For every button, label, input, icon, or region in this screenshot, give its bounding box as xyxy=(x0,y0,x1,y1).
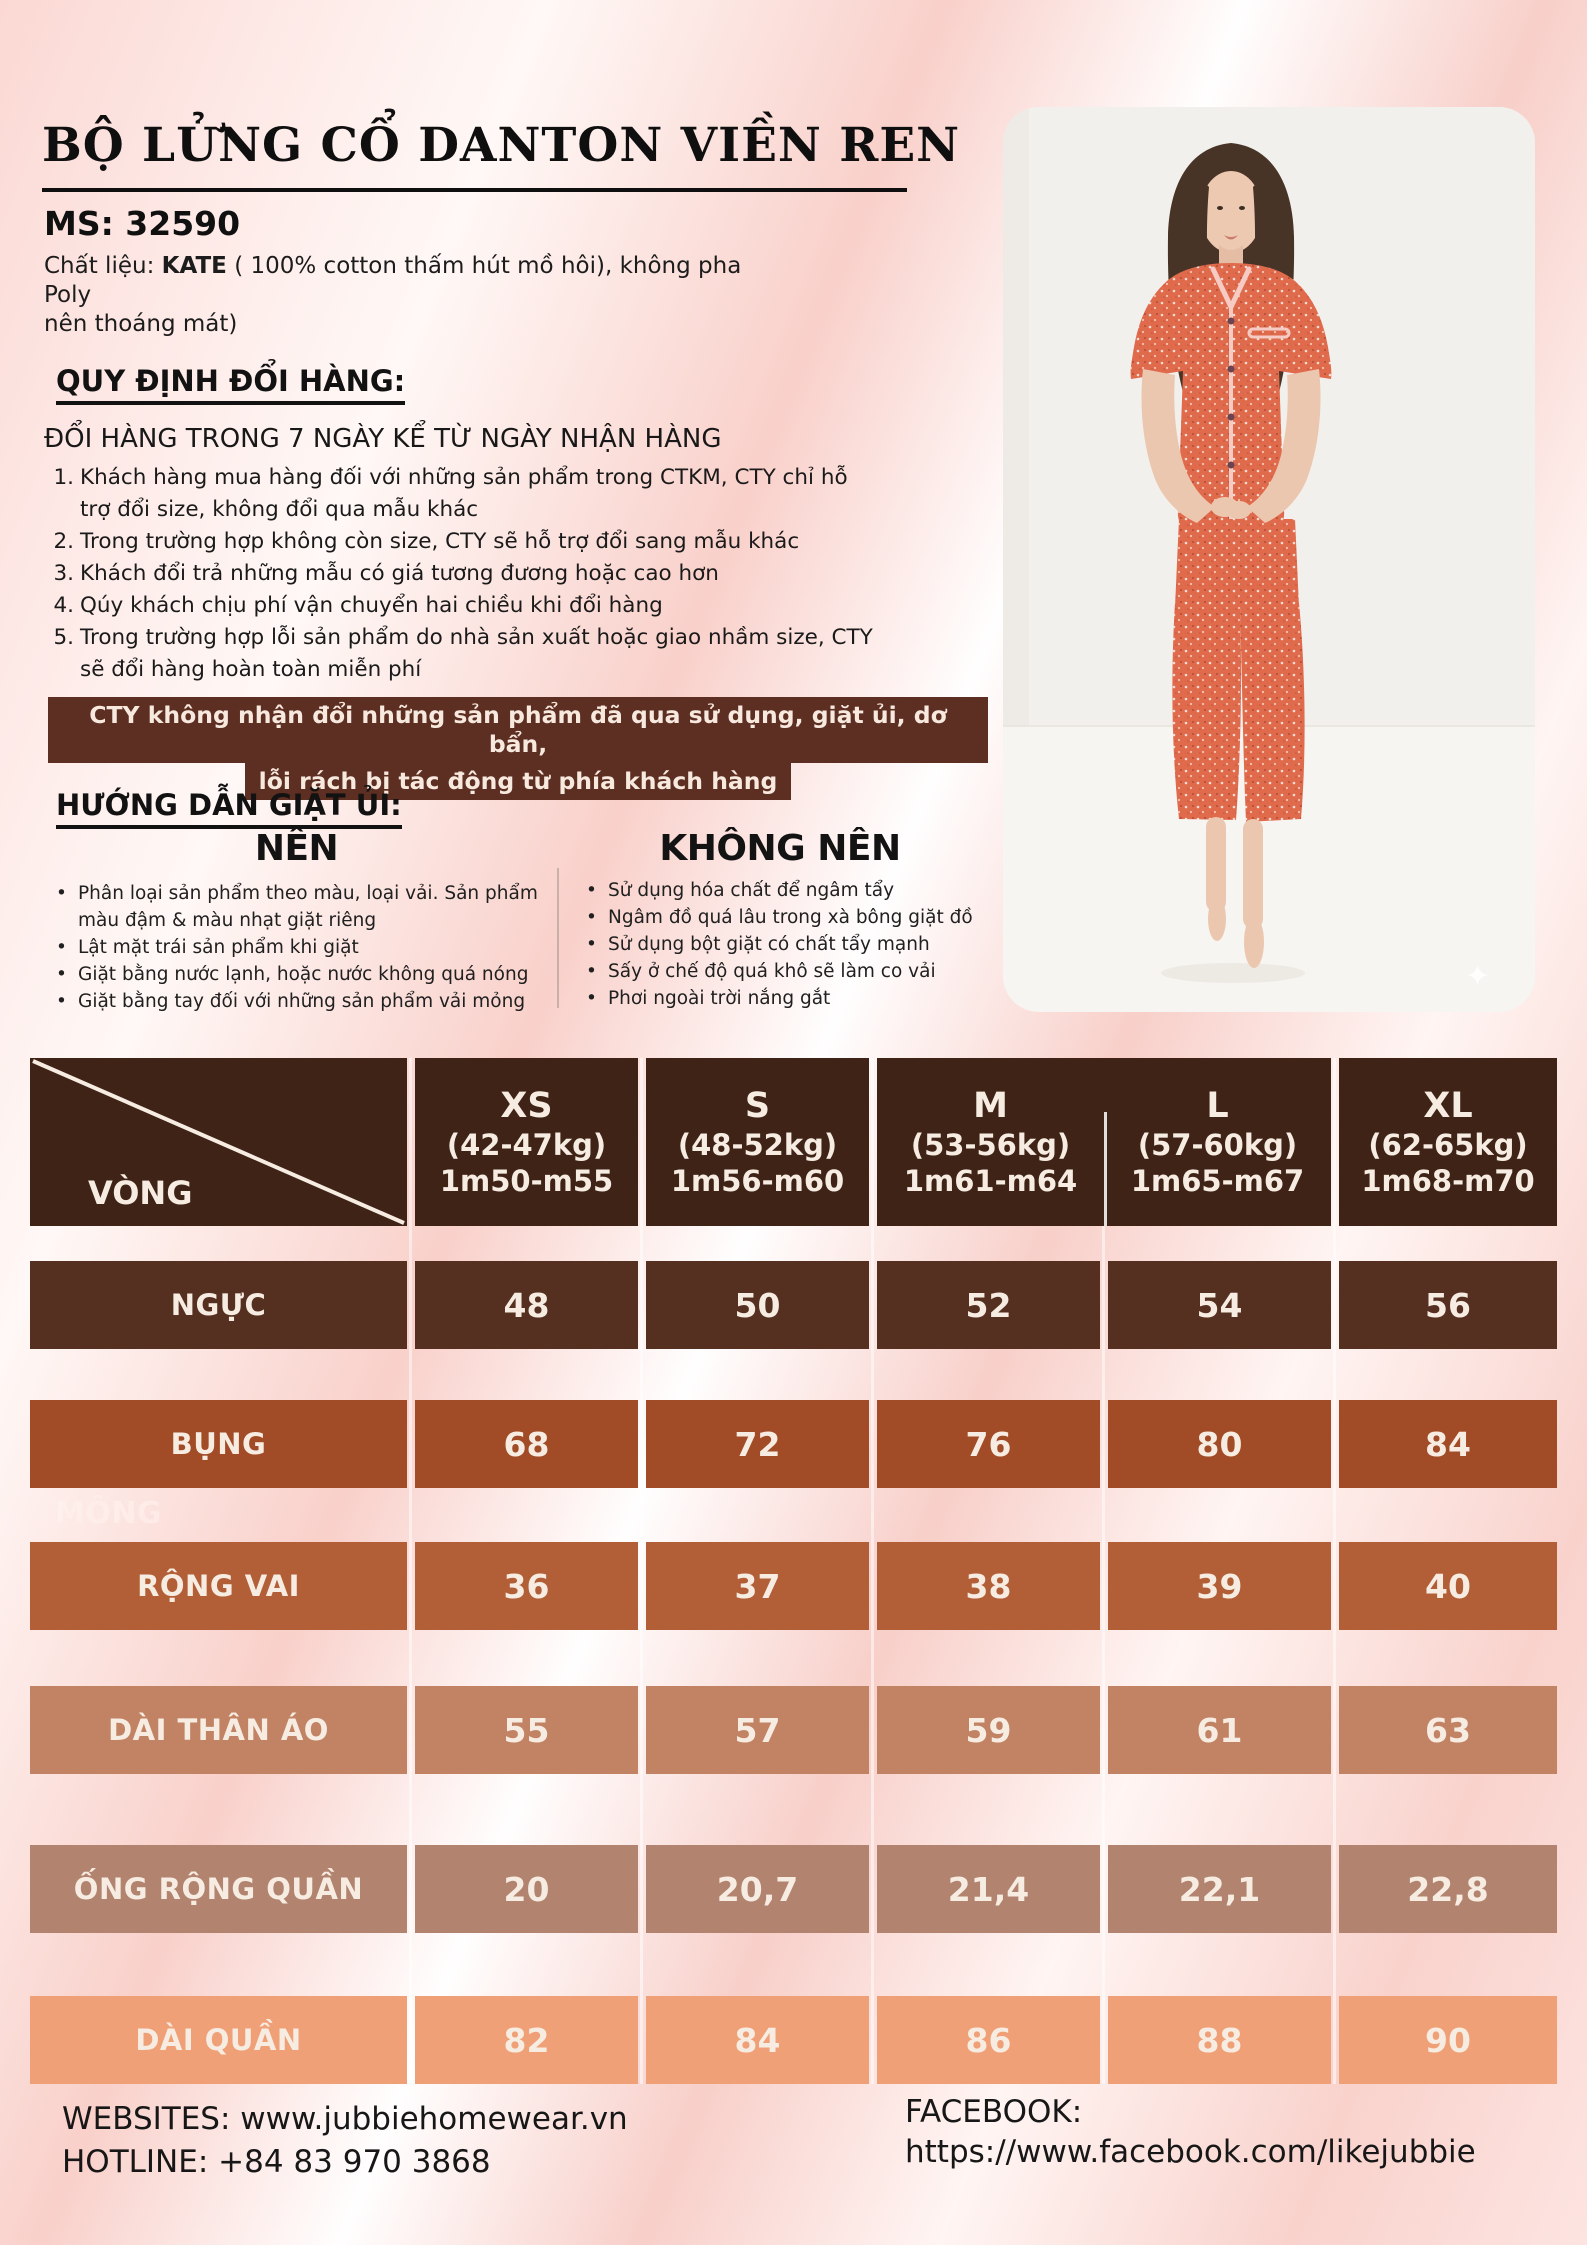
websites-label: WEBSITES: xyxy=(62,2101,241,2137)
table-cell: 90 xyxy=(1339,1996,1557,2084)
table-cell: 59 xyxy=(877,1686,1100,1774)
table-row-label: RỘNG VAI xyxy=(30,1542,407,1630)
table-cell: 36 xyxy=(415,1542,638,1630)
list-item: 4. Qúy khách chịu phí vận chuyển hai chiề… xyxy=(53,593,663,618)
column-header-s: S (48-52kg) 1m56-m60 xyxy=(646,1058,869,1226)
column-header-l: L (57-60kg) 1m65-m67 xyxy=(1130,1086,1305,1198)
page-title: BỘ LỬNG CỔ DANTON VIỀN REN xyxy=(42,118,961,173)
material-info: Chất liệu: KATE ( 100% cotton thấm hút m… xyxy=(44,252,744,338)
banner-line-1: CTY không nhận đổi những sản phẩm đã qua… xyxy=(48,697,988,763)
material-name: KATE xyxy=(161,253,227,279)
list-item: Sử dụng hóa chất để ngâm tẩy xyxy=(578,877,998,904)
table-cell: 22,8 xyxy=(1339,1845,1557,1933)
list-item: 3. Khách đổi trả những mẫu có giá tương đ… xyxy=(53,561,719,586)
table-separator xyxy=(1333,1058,1336,2084)
table-cell: 40 xyxy=(1339,1542,1557,1630)
facebook-label: FACEBOOK: xyxy=(905,2094,1083,2130)
washing-heading: HƯỚNG DẪN GIẶT ỦI: xyxy=(56,788,402,829)
column-header-m: M (53-56kg) 1m61-m64 xyxy=(903,1086,1078,1198)
policy-subheading: ĐỔI HÀNG TRONG 7 NGÀY KỂ TỪ NGÀY NHẬN HÀ… xyxy=(44,424,722,454)
table-cell: 80 xyxy=(1108,1400,1331,1488)
table-cell: 20,7 xyxy=(646,1845,869,1933)
facebook-url: https://www.facebook.com/likejubbie xyxy=(905,2134,1476,2170)
product-code: MS: 32590 xyxy=(44,204,241,243)
table-cell: 37 xyxy=(646,1542,869,1630)
table-row-label: NGỰC xyxy=(30,1261,407,1349)
list-item: Phân loại sản phẩm theo màu, loại vải. S… xyxy=(48,880,548,934)
table-separator xyxy=(1102,1058,1105,2084)
list-item: Giặt bằng tay đối với những sản phẩm vải… xyxy=(48,988,548,1015)
column-header-xs: XS (42-47kg) 1m50-m55 xyxy=(415,1058,638,1226)
table-cell: 72 xyxy=(646,1400,869,1488)
title-underline xyxy=(42,188,907,192)
table-cell: 54 xyxy=(1108,1261,1331,1349)
column-header-xl: XL (62-65kg) 1m68-m70 xyxy=(1339,1058,1557,1226)
table-cell: 55 xyxy=(415,1686,638,1774)
list-item: 5. Trong trường hợp lỗi sản phẩm do nhà s… xyxy=(53,625,873,682)
table-corner-cell: VÒNG xyxy=(30,1058,407,1226)
list-item: 2. Trong trường hợp không còn size, CTY s… xyxy=(53,529,800,554)
size-table: VÒNG XS (42-47kg) 1m50-m55 S (48-52kg) 1… xyxy=(30,1058,1557,2084)
footer-left: WEBSITES: www.jubbiehomewear.vn HOTLINE:… xyxy=(62,2098,628,2184)
website-url: www.jubbiehomewear.vn xyxy=(240,2101,628,2137)
banner-line-2: lỗi rách bị tác động từ phía khách hàng xyxy=(244,763,792,800)
policy-list: 1. Khách hàng mua hàng đối với những sản … xyxy=(44,462,874,686)
model-illustration xyxy=(1003,107,1535,1012)
dont-list: Sử dụng hóa chất để ngâm tẩy Ngâm đồ quá… xyxy=(578,877,998,1012)
table-cell: 84 xyxy=(646,1996,869,2084)
list-item: Sấy ở chế độ quá khô sẽ làm co vải xyxy=(578,958,998,985)
table-cell: 50 xyxy=(646,1261,869,1349)
column-divider xyxy=(557,868,559,1008)
table-cell: 39 xyxy=(1108,1542,1331,1630)
table-cell: 22,1 xyxy=(1108,1845,1331,1933)
table-row-label: ỐNG RỘNG QUẦN xyxy=(30,1845,407,1933)
table-cell: 20 xyxy=(415,1845,638,1933)
diagonal-line xyxy=(32,1059,405,1225)
header-divider xyxy=(1104,1112,1107,1226)
table-separator xyxy=(409,1058,412,2084)
do-title: NÊN xyxy=(254,828,339,869)
material-detail: ( 100% cotton thấm hút mồ hôi), không ph… xyxy=(44,253,742,308)
table-cell: 76 xyxy=(877,1400,1100,1488)
table-separator xyxy=(871,1058,874,2084)
material-prefix: Chất liệu: xyxy=(44,253,162,279)
list-item: 1. Khách hàng mua hàng đối với những sản … xyxy=(53,465,848,522)
ghost-row-label: MÔNG xyxy=(55,1496,163,1531)
list-item: Ngâm đồ quá lâu trong xà bông giặt đồ xyxy=(578,904,998,931)
table-cell: 57 xyxy=(646,1686,869,1774)
material-detail-line2: nên thoáng mát) xyxy=(44,310,238,337)
hotline-label: HOTLINE: xyxy=(62,2144,219,2180)
table-cell: 48 xyxy=(415,1261,638,1349)
table-row-label: DÀI THÂN ÁO xyxy=(30,1686,407,1774)
list-item: Giặt bằng nước lạnh, hoặc nước không quá… xyxy=(48,961,548,988)
list-item: Phơi ngoài trời nắng gắt xyxy=(578,985,998,1012)
table-cell: 84 xyxy=(1339,1400,1557,1488)
footer-right: FACEBOOK: https://www.facebook.com/likej… xyxy=(905,2092,1476,2172)
table-row-label: DÀI QUẦN xyxy=(30,1996,407,2084)
table-cell: 61 xyxy=(1108,1686,1331,1774)
list-item: Sử dụng bột giặt có chất tẩy mạnh xyxy=(578,931,998,958)
policy-heading: QUY ĐỊNH ĐỔI HÀNG: xyxy=(56,364,406,405)
dont-title: KHÔNG NÊN xyxy=(659,828,901,869)
no-exchange-banner: CTY không nhận đổi những sản phẩm đã qua… xyxy=(48,697,988,800)
table-cell: 38 xyxy=(877,1542,1100,1630)
table-separator xyxy=(640,1058,643,2084)
table-cell: 21,4 xyxy=(877,1845,1100,1933)
table-cell: 82 xyxy=(415,1996,638,2084)
sparkle-icon: ✦ xyxy=(1465,959,1491,994)
product-photo: ✦ xyxy=(1003,107,1535,1012)
table-row-label: BỤNG xyxy=(30,1400,407,1488)
table-cell: 52 xyxy=(877,1261,1100,1349)
column-header-m-l: M (53-56kg) 1m61-m64 L (57-60kg) 1m65-m6… xyxy=(877,1058,1331,1226)
list-item: Lật mặt trái sản phẩm khi giặt xyxy=(48,934,548,961)
do-list: Phân loại sản phẩm theo màu, loại vải. S… xyxy=(48,880,548,1015)
table-cell: 68 xyxy=(415,1400,638,1488)
table-cell: 63 xyxy=(1339,1686,1557,1774)
table-cell: 56 xyxy=(1339,1261,1557,1349)
table-cell: 86 xyxy=(877,1996,1100,2084)
hotline-number: +84 83 970 3868 xyxy=(218,2144,491,2180)
table-cell: 88 xyxy=(1108,1996,1331,2084)
corner-label: VÒNG xyxy=(88,1174,193,1212)
